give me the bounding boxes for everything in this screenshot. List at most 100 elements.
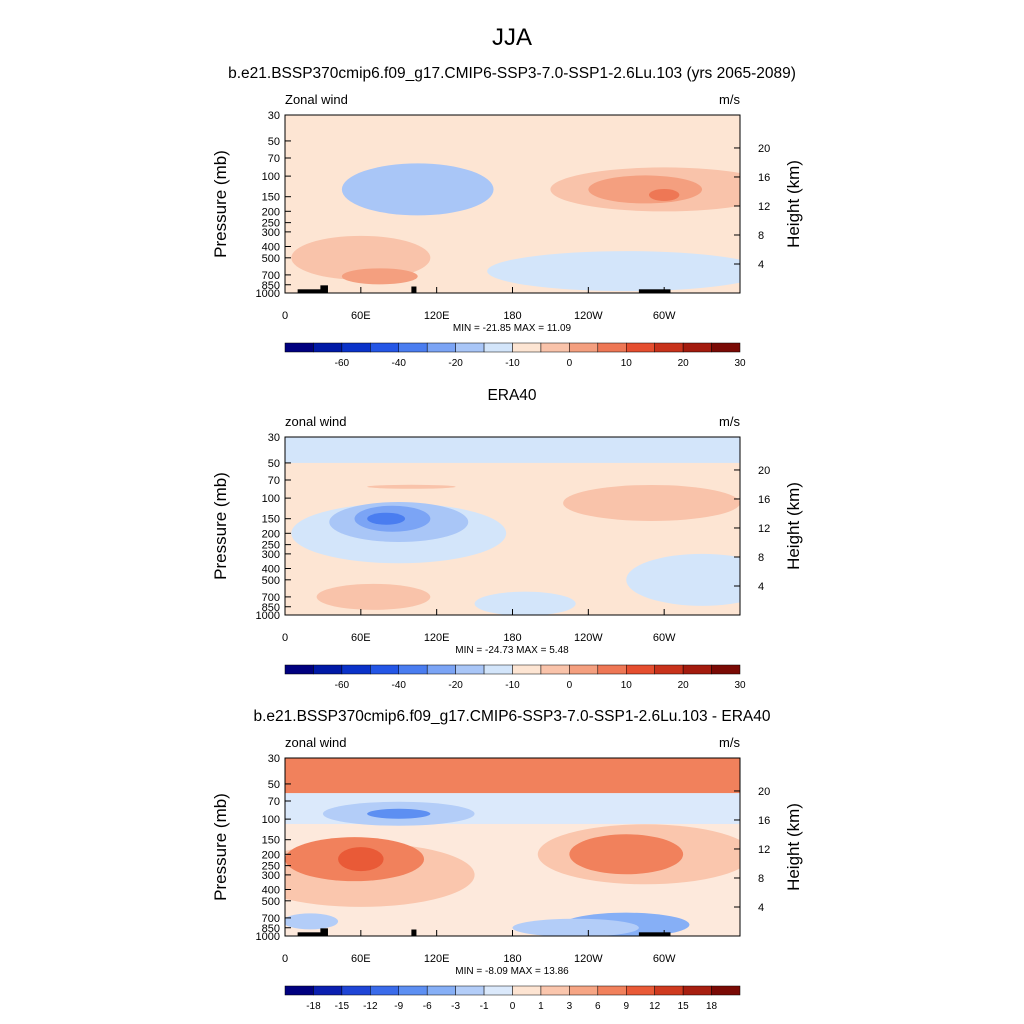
longitude-tick-label: 120E	[424, 632, 450, 644]
pressure-tick-label: 300	[262, 870, 280, 882]
pressure-tick-label: 1000	[256, 610, 280, 622]
colorbar-label: 30	[734, 680, 746, 691]
pressure-tick-label: 200	[262, 849, 280, 861]
colorbar-label: -3	[451, 1001, 460, 1012]
pressure-axis-title: Pressure (mb)	[211, 150, 230, 258]
colorbar-swatch	[313, 664, 343, 675]
panel-units-label: m/s	[719, 92, 740, 107]
colorbar-swatch	[483, 664, 513, 675]
height-tick-label: 16	[758, 494, 770, 506]
colorbar-swatch	[313, 985, 343, 996]
colorbar-swatch	[597, 664, 627, 675]
colorbar-label: -6	[423, 1001, 432, 1012]
colorbar-swatch	[569, 342, 599, 353]
colorbar-label: -9	[394, 1001, 403, 1012]
pressure-tick-label: 850	[262, 280, 280, 292]
pressure-tick-label: 500	[262, 253, 280, 265]
topography	[411, 929, 417, 936]
colorbar-label: 0	[510, 1001, 516, 1012]
colorbar-swatch	[711, 985, 741, 996]
colorbar-label: -60	[335, 358, 350, 369]
contour-region	[285, 913, 339, 930]
height-tick-label: 12	[758, 844, 770, 856]
colorbar-swatch	[370, 342, 399, 353]
colorbar-swatch	[711, 342, 741, 353]
pressure-tick-label: 850	[262, 923, 280, 935]
colorbar-label: 10	[621, 358, 633, 369]
pressure-tick-label: 850	[262, 602, 280, 614]
colorbar-swatch	[455, 342, 485, 353]
pressure-tick-label: 400	[262, 563, 280, 575]
longitude-tick-label: 60W	[653, 310, 676, 322]
topography	[320, 928, 328, 936]
pressure-tick-label: 400	[262, 884, 280, 896]
colorbar-swatch	[313, 342, 343, 353]
pressure-axis-title: Pressure (mb)	[211, 472, 230, 580]
pressure-tick-label: 250	[262, 218, 280, 230]
figure-title: JJA	[492, 24, 532, 51]
contour-field	[285, 758, 740, 936]
contour-band	[285, 437, 740, 463]
height-axis-title: Height (km)	[784, 160, 803, 248]
colorbar-swatch	[398, 664, 428, 675]
contour-field	[285, 437, 740, 615]
longitude-tick-label: 60W	[653, 632, 676, 644]
contour-region	[341, 268, 418, 285]
pressure-tick-label: 1000	[256, 931, 280, 943]
colorbar-swatch	[682, 342, 712, 353]
colorbar-swatch	[654, 985, 684, 996]
longitude-tick-label: 0	[282, 632, 288, 644]
pressure-tick-label: 300	[262, 549, 280, 561]
contour-band	[285, 758, 740, 794]
longitude-tick-label: 180	[503, 310, 521, 322]
colorbar-swatch	[711, 664, 741, 675]
colorbar-swatch	[626, 664, 655, 675]
colorbar-label: 18	[706, 1001, 718, 1012]
colorbar-swatch	[597, 985, 627, 996]
height-tick-label: 8	[758, 230, 764, 242]
contour-region	[341, 163, 494, 216]
height-tick-label: 4	[758, 902, 764, 914]
colorbar-swatch	[370, 664, 399, 675]
colorbar-swatch	[341, 985, 371, 996]
contour-region	[649, 188, 680, 201]
colorbar-label: 3	[567, 1001, 573, 1012]
longitude-tick-label: 120E	[424, 953, 450, 965]
colorbar-label: 30	[734, 358, 746, 369]
panel-units-label: m/s	[719, 735, 740, 750]
pressure-tick-label: 500	[262, 575, 280, 587]
height-tick-label: 8	[758, 873, 764, 885]
colorbar-swatch	[626, 985, 655, 996]
longitude-tick-label: 120W	[574, 953, 603, 965]
topography	[638, 289, 671, 293]
pressure-tick-label: 200	[262, 528, 280, 540]
colorbar-swatch	[540, 985, 570, 996]
panel-3: b.e21.BSSP370cmip6.f09_g17.CMIP6-SSP3-7.…	[211, 708, 803, 1012]
topography	[320, 285, 328, 293]
panel-title: b.e21.BSSP370cmip6.f09_g17.CMIP6-SSP3-7.…	[228, 65, 796, 82]
contour-region	[563, 484, 740, 521]
colorbar-swatch	[426, 664, 456, 675]
pressure-tick-label: 100	[262, 814, 280, 826]
colorbar-swatch	[569, 664, 599, 675]
contour-region	[588, 175, 703, 204]
contour-region	[487, 251, 740, 292]
contour-region	[316, 583, 431, 610]
topography	[297, 289, 323, 293]
colorbar-label: -12	[363, 1001, 378, 1012]
longitude-tick-label: 60E	[351, 310, 371, 322]
colorbar-label: -40	[392, 358, 407, 369]
contour-region	[626, 553, 740, 606]
colorbar-swatch	[284, 342, 314, 353]
longitude-tick-label: 0	[282, 953, 288, 965]
panel-1: b.e21.BSSP370cmip6.f09_g17.CMIP6-SSP3-7.…	[211, 65, 803, 369]
colorbar-swatch	[341, 664, 371, 675]
colorbar-swatch	[455, 664, 485, 675]
colorbar-label: -20	[448, 358, 463, 369]
panel-title: ERA40	[487, 387, 536, 404]
longitude-tick-label: 120W	[574, 310, 603, 322]
colorbar-swatch	[398, 985, 428, 996]
colorbar-label: -10	[505, 680, 520, 691]
contour-region	[367, 808, 431, 819]
